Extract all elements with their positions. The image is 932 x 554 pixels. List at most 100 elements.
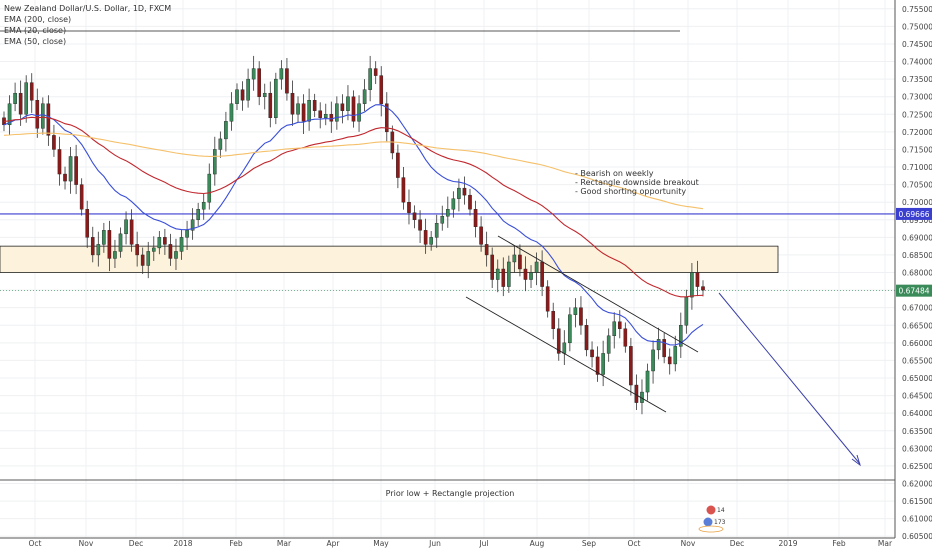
- x-tick-label: Jun: [428, 539, 441, 548]
- x-tick-label: Dec: [129, 539, 144, 548]
- candle-up: [323, 114, 328, 118]
- candle-up: [673, 346, 678, 365]
- candle-down: [629, 346, 633, 386]
- candle-up: [262, 92, 267, 97]
- candle-up: [213, 149, 217, 175]
- y-tick-label: 0.64000: [902, 409, 932, 418]
- y-tick-label: 0.66000: [902, 339, 932, 348]
- target-label: Prior low + Rectangle projection: [386, 489, 515, 498]
- candle-down: [407, 201, 411, 213]
- candle-down: [351, 96, 356, 122]
- y-tick-label: 0.66500: [902, 321, 932, 330]
- candle-down: [140, 254, 145, 266]
- candle-up: [684, 296, 689, 326]
- x-tick-label: Nov: [79, 539, 94, 548]
- candle-up: [446, 209, 450, 217]
- candle-up: [562, 342, 567, 354]
- candle-down: [490, 254, 494, 280]
- channel-upper-line: [497, 235, 699, 353]
- candle-down: [584, 325, 589, 351]
- channel-lower-line: [465, 296, 667, 413]
- candle-up: [568, 314, 572, 344]
- candle-down: [285, 68, 289, 94]
- candle-up: [507, 261, 511, 287]
- y-tick-label: 0.63000: [902, 444, 932, 453]
- event-count-1: 14: [717, 507, 725, 514]
- event-marker-ring: [698, 525, 724, 533]
- candle-up: [24, 82, 28, 115]
- candle-up: [96, 244, 101, 256]
- candle-down: [18, 92, 23, 115]
- candle-up: [102, 230, 106, 245]
- y-tick-label: 0.70500: [902, 181, 932, 190]
- ema200-line: [3, 132, 704, 210]
- candle-up: [146, 251, 151, 266]
- legend-ema50[interactable]: EMA (50, close): [4, 37, 67, 46]
- y-tick-label: 0.65500: [902, 356, 932, 365]
- candle-down: [35, 100, 40, 129]
- y-tick-label: 0.68500: [902, 251, 932, 260]
- candle-down: [595, 356, 600, 375]
- candle-up: [651, 349, 655, 372]
- candle-up: [174, 251, 178, 259]
- candle-down: [46, 103, 51, 136]
- chart-title: New Zealand Dollar/U.S. Dollar, 1D, FXCM: [4, 4, 172, 13]
- candle-down: [74, 156, 78, 185]
- candle-down: [257, 68, 261, 97]
- candles-layer: [2, 55, 705, 415]
- candle-up: [157, 237, 162, 249]
- candle-up: [612, 321, 617, 337]
- candle-up: [229, 103, 234, 122]
- y-tick-label: 0.71000: [902, 163, 932, 172]
- x-tick-label: Jul: [478, 539, 488, 548]
- candle-down: [63, 173, 67, 182]
- candle-down: [695, 272, 700, 287]
- x-tick-label: Dec: [730, 539, 745, 548]
- candle-up: [434, 223, 439, 238]
- candle-down: [401, 177, 406, 203]
- candle-up: [296, 103, 300, 115]
- legend-ema200[interactable]: EMA (200, close): [4, 15, 72, 24]
- last-price-tag: [896, 284, 932, 297]
- x-tick-label: Aug: [530, 539, 545, 548]
- candle-down: [523, 268, 528, 280]
- x-tick-label: Feb: [832, 539, 846, 548]
- y-tick-label: 0.62500: [902, 462, 932, 471]
- candle-down: [623, 328, 628, 347]
- candle-down: [412, 212, 417, 220]
- candle-up: [41, 103, 45, 129]
- legend-ema20[interactable]: EMA (20, close): [4, 26, 67, 35]
- candle-up: [13, 92, 17, 104]
- candle-up: [235, 89, 239, 104]
- chart-legend: New Zealand Dollar/U.S. Dollar, 1D, FXCM…: [4, 3, 171, 47]
- candle-down: [329, 114, 334, 122]
- candle-up: [279, 68, 284, 80]
- candle-down: [57, 149, 62, 175]
- candle-down: [579, 307, 583, 326]
- x-tick-label: May: [373, 539, 389, 548]
- candle-down: [318, 110, 323, 118]
- candle-down: [462, 187, 467, 196]
- x-tick-label: Feb: [229, 539, 243, 548]
- note-line-1: - Bearish on weekly: [575, 169, 654, 178]
- y-tick-label: 0.74000: [902, 58, 932, 67]
- candle-up: [335, 103, 339, 122]
- y-tick-label: 0.62000: [902, 479, 932, 488]
- candle-down: [701, 286, 705, 291]
- candle-up: [606, 335, 611, 354]
- candle-down: [90, 237, 95, 256]
- candle-down: [540, 261, 544, 287]
- candle-down: [290, 92, 295, 115]
- candle-up: [7, 103, 12, 126]
- x-tick-label: 2019: [778, 539, 797, 548]
- last-price-label: 0.67484: [898, 287, 929, 296]
- y-tick-label: 0.61000: [902, 515, 932, 524]
- candle-down: [301, 103, 306, 122]
- analysis-notes: - Bearish on weekly - Rectangle downside…: [575, 169, 699, 196]
- x-tick-label: Mar: [878, 539, 893, 548]
- y-tick-label: 0.75500: [902, 5, 932, 14]
- candle-up: [512, 254, 517, 263]
- candle-down: [545, 286, 550, 312]
